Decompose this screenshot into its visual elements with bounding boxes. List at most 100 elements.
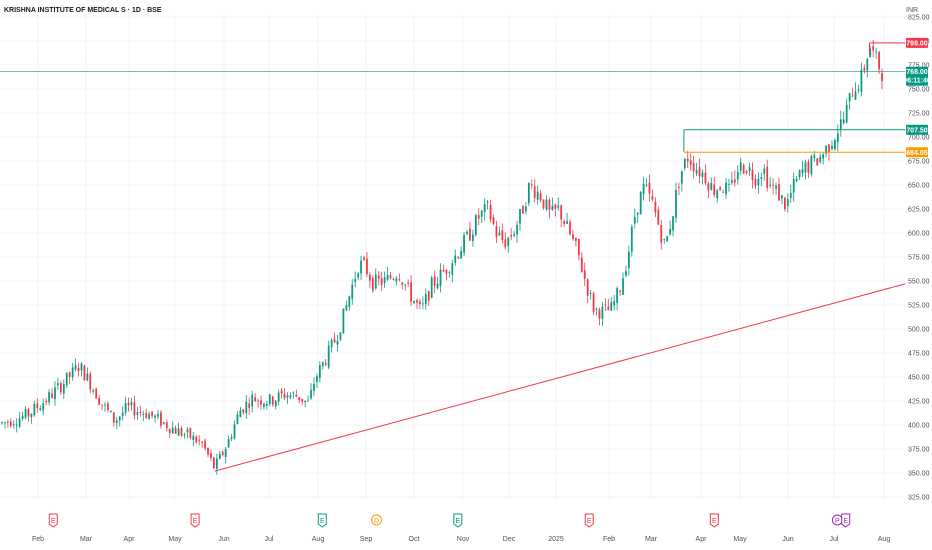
event-marker-e[interactable]: E — [709, 513, 719, 528]
y-axis[interactable]: 825.00800.00775.00750.00725.00700.00675.… — [908, 15, 930, 502]
candle-body — [289, 395, 292, 398]
candle-body — [307, 400, 309, 402]
candle-body — [469, 228, 471, 241]
candle-body — [772, 185, 774, 186]
candle-body — [360, 260, 362, 274]
candle-body — [757, 178, 760, 186]
candle-body — [280, 390, 283, 394]
candle-body — [636, 212, 639, 215]
tag-level-2-bg — [906, 147, 928, 158]
candle-body — [71, 367, 74, 378]
x-axis[interactable]: Feb Mar Apr May Jun Jul Aug Sep Oct Nov Dec 2025 Feb… — [32, 536, 890, 543]
event-marker-e[interactable]: E — [48, 513, 58, 528]
candle-body — [675, 190, 677, 218]
candle-body — [857, 89, 860, 91]
tag-current-bg — [906, 66, 928, 86]
candle-body — [639, 191, 642, 215]
candle-body — [766, 166, 769, 188]
candle-body — [798, 170, 801, 178]
tag-current: 768.00 — [906, 69, 928, 76]
candle-body — [295, 394, 298, 397]
event-marker-e[interactable]: E — [841, 513, 851, 528]
candle-body — [474, 215, 477, 236]
candle-body — [580, 257, 583, 272]
x-tick-label: 2025 — [548, 536, 564, 543]
candle-body — [33, 404, 36, 416]
candle-body — [695, 170, 698, 174]
candle-body — [59, 382, 62, 393]
candle-body — [751, 169, 754, 181]
event-marker-e[interactable]: E — [317, 513, 327, 528]
candle-body — [395, 278, 398, 282]
candle-body — [707, 183, 710, 191]
candle-body — [524, 206, 527, 212]
candle-body — [83, 365, 86, 381]
candle-body — [227, 438, 230, 448]
candle-body — [242, 409, 245, 413]
candle-body — [683, 159, 686, 169]
candle-body — [545, 199, 548, 210]
candle-body — [127, 402, 130, 406]
candle-body — [292, 392, 295, 394]
candle-body — [745, 171, 748, 173]
candle-body — [168, 429, 171, 434]
candle-body — [230, 437, 233, 440]
tag-level-1: 707.50 — [906, 127, 928, 134]
candle-body — [215, 458, 218, 469]
candle-body — [377, 275, 380, 279]
x-tick-label: Sep — [360, 536, 373, 543]
levels-group[interactable] — [0, 42, 905, 153]
candle-body — [330, 339, 333, 348]
trendline[interactable] — [214, 283, 906, 472]
candle-body — [595, 308, 598, 310]
candle-body — [604, 304, 607, 306]
tag-high: 798.00 — [906, 40, 928, 47]
event-marker-e[interactable]: E — [584, 513, 594, 528]
candle-body — [860, 69, 863, 92]
candle-body — [754, 178, 757, 186]
candle-body — [842, 119, 845, 123]
candle-body — [198, 440, 201, 442]
candle-body — [536, 191, 539, 200]
candle-body — [792, 178, 795, 193]
candle-body — [810, 155, 813, 175]
candle-body — [80, 363, 83, 371]
candle-body — [145, 413, 148, 418]
event-marker-e[interactable]: E — [453, 513, 463, 528]
candle-body — [130, 402, 133, 406]
candle-body — [834, 140, 836, 150]
event-icon — [190, 513, 200, 528]
candle-body — [513, 234, 515, 236]
candle-body — [563, 221, 566, 224]
grid-lines — [0, 14, 905, 500]
trendline-group[interactable] — [214, 283, 906, 472]
candle-body — [454, 255, 457, 263]
candle-body — [342, 308, 345, 334]
candle-body — [177, 428, 180, 436]
event-marker-e[interactable]: E — [190, 513, 200, 528]
candle-body — [466, 231, 468, 235]
candle-body — [171, 427, 174, 434]
candle-body — [854, 91, 857, 100]
candle-body — [18, 418, 21, 427]
candle-body — [383, 277, 386, 283]
tag-high-bg — [906, 37, 928, 48]
candle-body — [480, 210, 483, 217]
candle-body — [654, 201, 657, 213]
candle-body — [619, 290, 621, 292]
candle-body — [645, 184, 648, 186]
y-tick-label: 600.00 — [908, 231, 930, 238]
y-tick-label: 450.00 — [908, 375, 930, 382]
currency-label: INR — [906, 7, 918, 14]
candle-body — [221, 451, 224, 455]
candle-body — [642, 183, 645, 195]
candle-body — [416, 300, 418, 303]
x-tick-label: Feb — [32, 536, 44, 543]
event-marker-d[interactable]: D — [371, 514, 383, 526]
tag-level-1-bg — [906, 124, 928, 135]
candle-body — [875, 51, 877, 53]
event-marker-p[interactable]: P — [831, 514, 843, 526]
